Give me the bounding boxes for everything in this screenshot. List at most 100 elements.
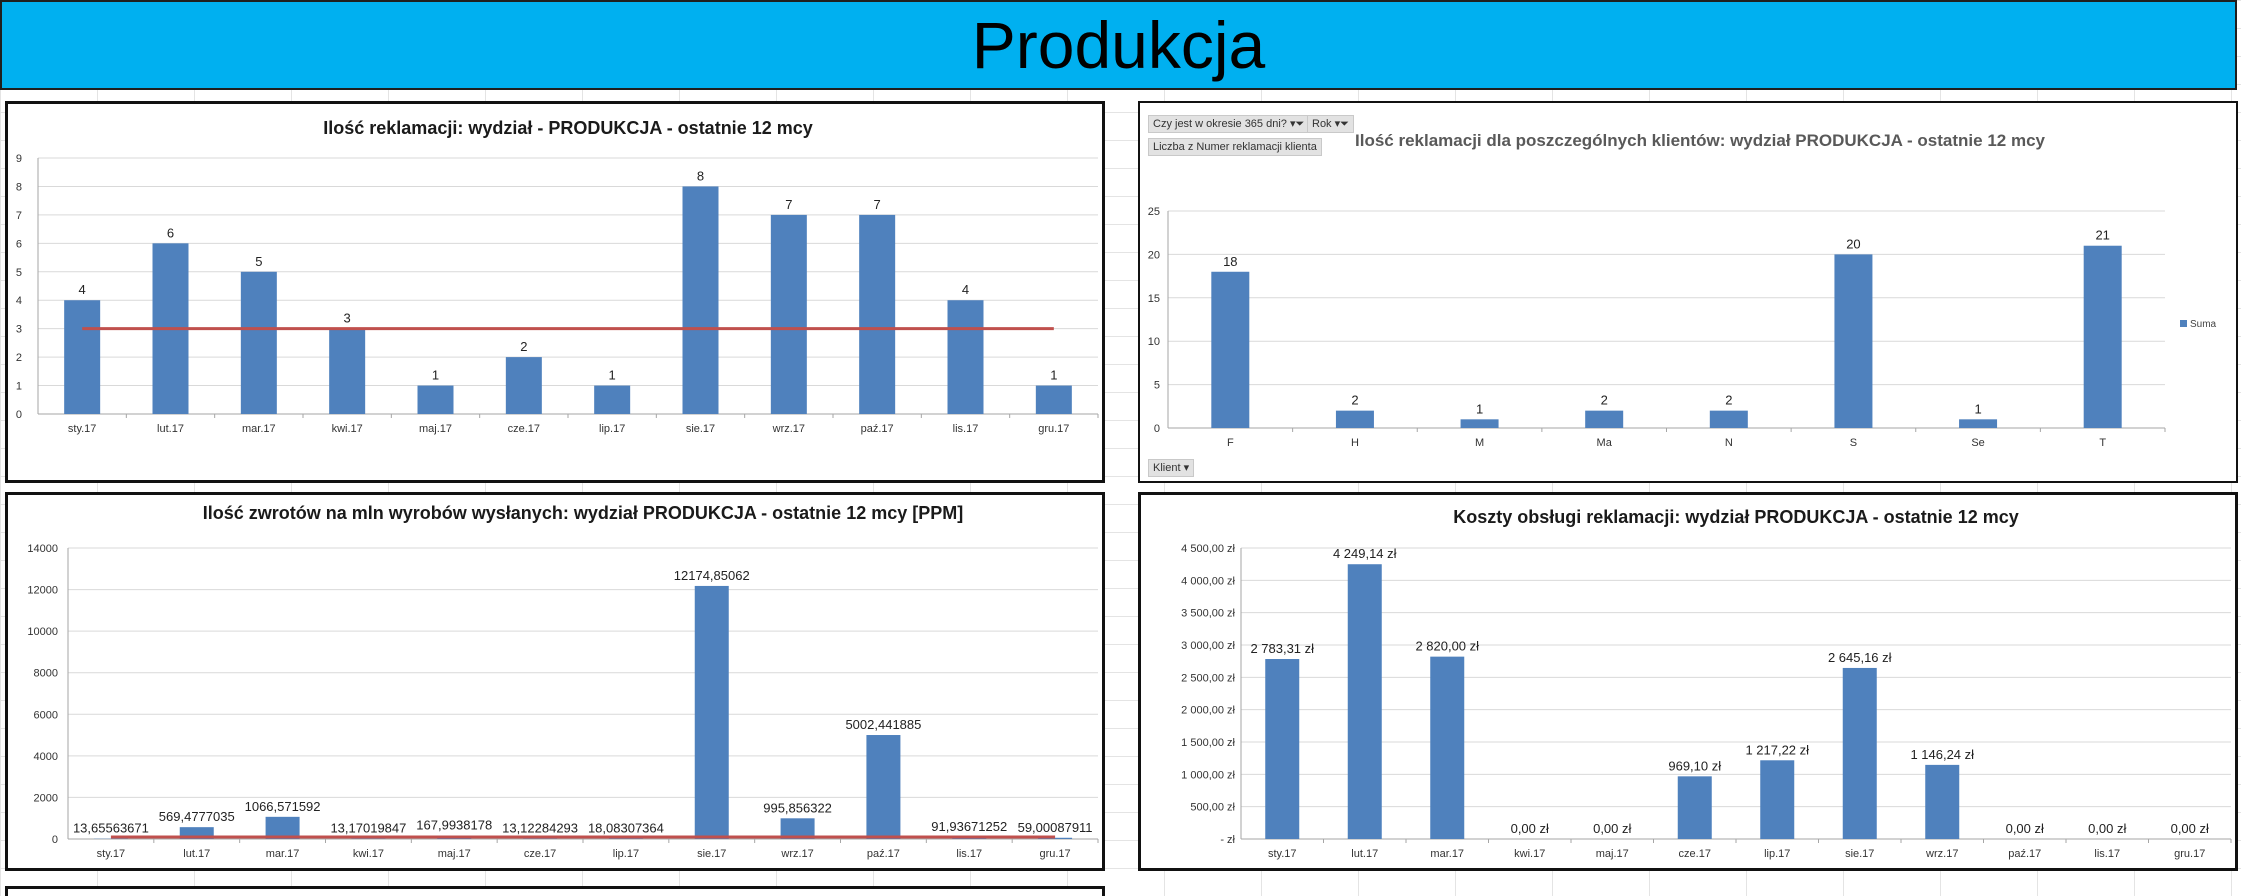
y-tick-label: 1 000,00 zł — [1181, 769, 1235, 781]
chart-title: Ilość zwrotów na mln wyrobów wysłanych: … — [203, 503, 963, 523]
data-label: 13,65563671 — [73, 821, 149, 836]
page-banner: Produkcja — [0, 0, 2237, 90]
data-label: 4 — [79, 282, 86, 297]
chart-panel-clients[interactable]: Ilość reklamacji dla poszczególnych klie… — [1138, 101, 2238, 483]
category-label: kwi.17 — [1514, 848, 1545, 860]
category-label: S — [1850, 437, 1857, 449]
y-tick-label: 2 000,00 zł — [1181, 705, 1235, 717]
y-tick-label: 10000 — [27, 626, 58, 638]
data-label: 8 — [697, 168, 704, 183]
category-label: H — [1351, 437, 1359, 449]
y-tick-label: 14000 — [27, 543, 58, 555]
y-tick-label: 0 — [16, 409, 22, 421]
y-tick-label: 9 — [16, 153, 22, 165]
data-label: 5 — [255, 254, 262, 269]
y-tick-label: 0 — [52, 834, 58, 846]
category-label: lip.17 — [613, 848, 639, 860]
legend-swatch — [2180, 320, 2187, 327]
y-tick-label: 500,00 zł — [1190, 802, 1235, 814]
bar — [948, 300, 984, 414]
data-label: 1 — [1476, 401, 1483, 416]
bar — [1843, 668, 1877, 839]
pivot-filter-period[interactable]: Czy jest w okresie 365 dni? ▾⏷ — [1148, 115, 1309, 133]
y-tick-label: 4000 — [34, 751, 58, 763]
y-tick-label: 25 — [1148, 206, 1160, 218]
y-tick-label: 1 500,00 zł — [1181, 737, 1235, 749]
y-tick-label: 1 — [16, 381, 22, 393]
y-tick-label: 12000 — [27, 585, 58, 597]
bar — [1348, 564, 1382, 839]
bar — [866, 735, 900, 839]
bar — [1834, 254, 1872, 428]
bar — [2084, 246, 2122, 428]
category-label: paź.17 — [2008, 848, 2041, 860]
category-label: N — [1725, 437, 1733, 449]
category-label: mar.17 — [242, 423, 276, 435]
data-label: 0,00 zł — [1511, 821, 1549, 836]
category-label: sty.17 — [1268, 848, 1297, 860]
data-label: 20 — [1846, 236, 1860, 251]
category-label: lis.17 — [956, 848, 982, 860]
bar — [329, 329, 365, 414]
data-label: 2 — [520, 339, 527, 354]
category-label: T — [2099, 437, 2106, 449]
category-label: Se — [1971, 437, 1984, 449]
data-label: 2 783,31 zł — [1250, 641, 1314, 656]
bar — [683, 186, 719, 414]
bar — [64, 300, 100, 414]
data-label: 1 146,24 zł — [1910, 747, 1974, 762]
pivot-axis-field[interactable]: Klient ▾ — [1148, 459, 1194, 477]
data-label: 995,856322 — [763, 800, 832, 815]
data-label: 0,00 zł — [2171, 821, 2209, 836]
bar — [1461, 419, 1499, 428]
chart-panel-costs[interactable]: Koszty obsługi reklamacji: wydział PRODU… — [1138, 492, 2238, 871]
data-label: 2 — [1725, 393, 1732, 408]
chart-title: Ilość reklamacji dla poszczególnych klie… — [1355, 131, 2046, 150]
data-label: 91,93671252 — [931, 819, 1007, 834]
pivot-filter-year[interactable]: Rok ▾⏷ — [1307, 115, 1354, 133]
bar — [506, 357, 542, 414]
data-label: 2 645,16 zł — [1828, 650, 1892, 665]
y-tick-label: 4 000,00 zł — [1181, 575, 1235, 587]
data-label: 13,17019847 — [330, 821, 406, 836]
y-tick-label: - zł — [1220, 834, 1235, 846]
category-label: Ma — [1597, 437, 1613, 449]
bar — [594, 386, 630, 414]
category-label: sie.17 — [1845, 848, 1874, 860]
category-label: lis.17 — [2094, 848, 2120, 860]
category-label: F — [1227, 437, 1234, 449]
bar — [1265, 659, 1299, 839]
pivot-value-field-label: Liczba z Numer reklamacji klienta — [1153, 141, 1317, 153]
category-label: kwi.17 — [332, 423, 363, 435]
data-label: 969,10 zł — [1668, 758, 1721, 773]
data-label: 1 217,22 zł — [1745, 742, 1809, 757]
data-label: 569,4777035 — [159, 809, 235, 824]
category-label: lut.17 — [183, 848, 210, 860]
y-tick-label: 4 — [16, 295, 22, 307]
data-label: 1 — [432, 368, 439, 383]
data-label: 6 — [167, 225, 174, 240]
y-tick-label: 7 — [16, 210, 22, 222]
y-tick-label: 6000 — [34, 709, 58, 721]
category-label: sty.17 — [68, 423, 97, 435]
data-label: 2 — [1601, 393, 1608, 408]
data-label: 3 — [344, 311, 351, 326]
y-tick-label: 0 — [1154, 423, 1160, 435]
category-label: sie.17 — [686, 423, 715, 435]
category-label: maj.17 — [438, 848, 471, 860]
chart-panel-complaints[interactable]: Ilość reklamacji: wydział - PRODUKCJA - … — [5, 101, 1105, 483]
y-tick-label: 4 500,00 zł — [1181, 543, 1235, 555]
pivot-value-field[interactable]: Liczba z Numer reklamacji klienta — [1148, 138, 1322, 156]
category-label: kwi.17 — [353, 848, 384, 860]
y-tick-label: 8000 — [34, 668, 58, 680]
category-label: cze.17 — [524, 848, 556, 860]
chart-panel-ppm[interactable]: Ilość zwrotów na mln wyrobów wysłanych: … — [5, 492, 1105, 871]
y-tick-label: 3 500,00 zł — [1181, 608, 1235, 620]
category-label: lip.17 — [599, 423, 625, 435]
y-tick-label: 3 — [16, 324, 22, 336]
legend-label: Suma — [2190, 319, 2217, 330]
category-label: gru.17 — [1038, 423, 1069, 435]
category-label: cze.17 — [1679, 848, 1711, 860]
category-label: sie.17 — [697, 848, 726, 860]
data-label: 4 — [962, 282, 969, 297]
